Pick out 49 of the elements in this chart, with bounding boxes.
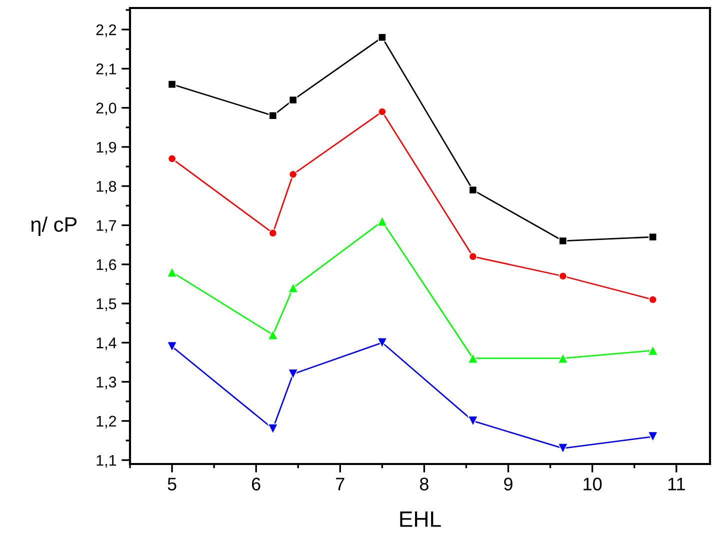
x-tick-label: 9 bbox=[504, 478, 512, 490]
point bbox=[468, 186, 478, 194]
x-axis-title: EHL bbox=[400, 512, 441, 527]
point bbox=[468, 353, 478, 364]
y-tick-label: 1,4 bbox=[96, 338, 116, 350]
point bbox=[268, 111, 278, 120]
y-axis-title: η/ cP bbox=[31, 216, 77, 236]
point bbox=[468, 416, 478, 426]
y-tick-label: 1,2 bbox=[96, 416, 116, 428]
point bbox=[166, 266, 178, 278]
y-tick-label: 2,2 bbox=[96, 24, 116, 38]
point bbox=[168, 154, 176, 163]
y-tick-label: 1,7 bbox=[96, 220, 116, 233]
x-tick-label: 5 bbox=[168, 478, 176, 490]
point bbox=[288, 368, 298, 380]
y-tick-label: 1,8 bbox=[96, 180, 116, 194]
point bbox=[376, 337, 388, 348]
point bbox=[168, 80, 176, 89]
point bbox=[648, 295, 658, 304]
point bbox=[268, 330, 278, 340]
point bbox=[558, 443, 568, 454]
y-tick-label: 1,3 bbox=[96, 376, 116, 390]
point bbox=[268, 423, 278, 434]
x-tick-label: 10 bbox=[584, 478, 602, 490]
y-tick-label: 1,9 bbox=[96, 142, 116, 154]
point bbox=[268, 228, 278, 238]
point bbox=[288, 170, 298, 179]
point bbox=[558, 236, 568, 246]
x-tick-label: 6 bbox=[252, 478, 260, 490]
x-tick-label: 7 bbox=[336, 478, 344, 490]
x-tick-label: 11 bbox=[668, 478, 685, 490]
point bbox=[166, 341, 178, 352]
point bbox=[288, 96, 298, 104]
y-tick-label: 1,1 bbox=[96, 455, 116, 468]
point bbox=[376, 216, 388, 227]
x-tick-label: 8 bbox=[420, 478, 428, 490]
point bbox=[288, 282, 298, 294]
point bbox=[378, 107, 386, 116]
point bbox=[558, 272, 568, 280]
point bbox=[648, 431, 658, 442]
point bbox=[468, 252, 478, 261]
y-tick-label: 2,0 bbox=[96, 102, 116, 116]
y-tick-label: 2,1 bbox=[96, 64, 116, 76]
y-tick-label: 1,5 bbox=[96, 298, 116, 312]
point bbox=[648, 345, 658, 356]
point bbox=[558, 353, 568, 364]
point bbox=[378, 33, 386, 42]
point bbox=[648, 232, 658, 242]
y-tick-label: 1,6 bbox=[96, 259, 116, 272]
